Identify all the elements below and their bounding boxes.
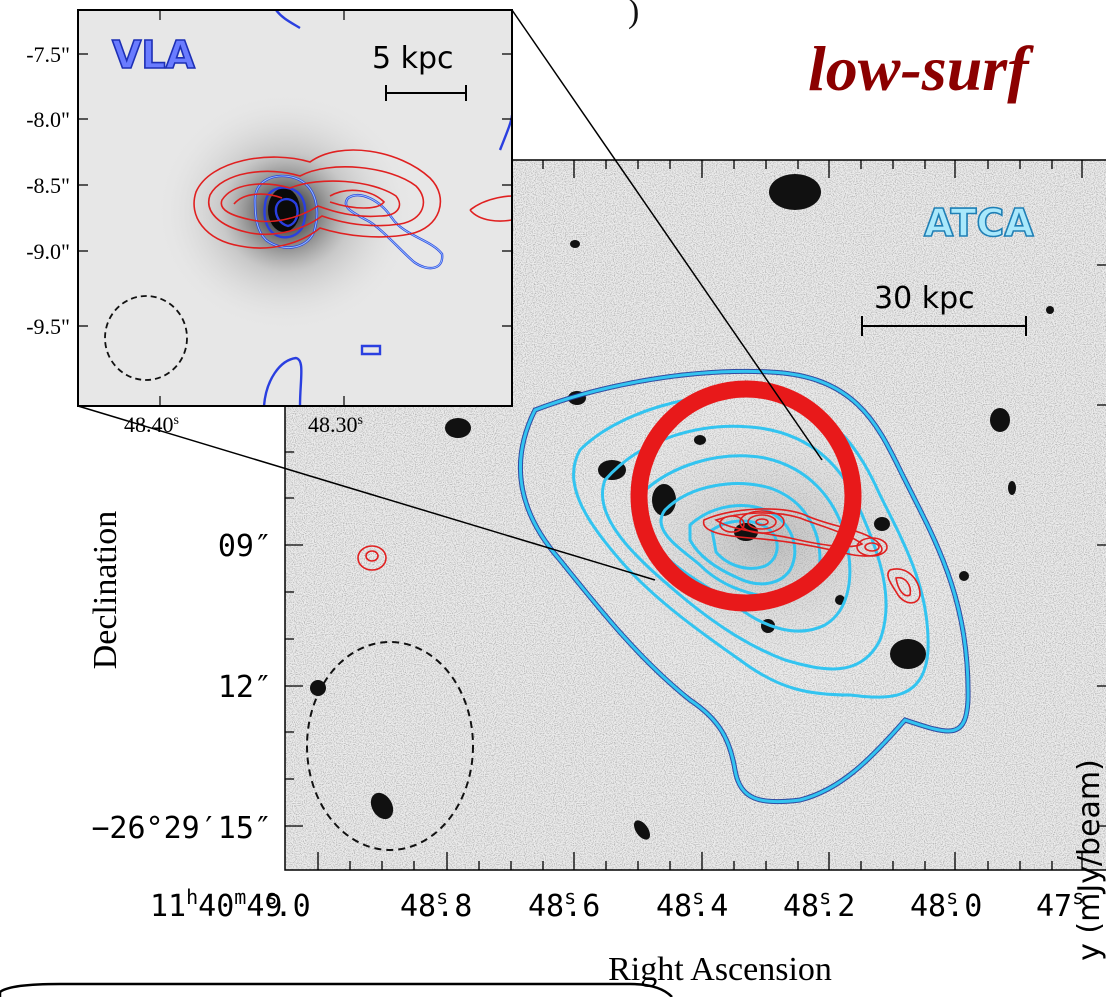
source-blob [652,484,676,516]
vla-beam-ellipse [104,295,188,381]
inset-dec-tick-labels: -7.5" -8.0" -8.5" -9.0" -9.5" [26,42,70,339]
inset-red-contours [193,149,512,249]
inset-dec-tick-label: -9.5" [26,314,70,339]
main-panel-frame [284,159,1106,871]
ra-tick-label: 47s [1036,885,1084,924]
ra-tick-label: 48s.8 [400,885,472,924]
inset-ra-tick-labels: 48.40s 48.30s [124,412,363,437]
main-scale-bar: 30 kpc [861,281,1027,336]
inset-scale-bar-label: 5 kpc [372,41,454,76]
inset-panel: VLA 5 kpc -7.5" -8.0" -8.5" -9.0" -9.5" … [26,9,513,437]
dec-tick-label-12: 12″ [218,670,272,705]
source-blob [634,820,650,840]
atca-contour-7 [710,519,779,570]
x-axis-label: Right Ascension [608,951,832,988]
zoom-connector-lines [77,9,823,581]
ra-tick-label-first: 11h40m49s.0 [150,885,311,924]
dec-tick-labels: 09″ 12″ −26°29′15″ [91,529,272,846]
source-blob [835,595,845,605]
source-blob [1046,306,1054,314]
ra-tick-label: 48s.0 [910,885,982,924]
source-blob [890,639,926,669]
main-red-contours [357,508,921,604]
inset-dec-tick-label: -9.0" [26,239,70,264]
source-blob [874,517,890,531]
vla-label: VLA [112,33,196,77]
ra-tick-label: 48s.6 [528,885,600,924]
ra-tick-label: 48s.4 [656,885,728,924]
source-blob [959,571,969,581]
inset-frame [77,9,513,407]
source-blob [694,435,706,445]
inset-ra-tick-label: 48.30s [308,412,363,437]
dec-tick-label-15: −26°29′15″ [91,811,272,846]
inset-scale-bar: 5 kpc [372,41,467,101]
bottom-callout-edge [0,982,673,997]
source-blob [370,792,394,820]
headline-text: low-surf [808,33,1034,104]
top-fragment: ) [628,0,639,30]
atca-contour-3 [601,424,888,671]
inset-dec-tick-label: -8.5" [26,173,70,198]
atca-beam-ellipse [306,641,474,851]
source-blob [445,418,471,438]
colorbar-label: y (mJy/beam) [1072,759,1106,961]
ra-tick-label: 48s.2 [783,885,855,924]
source-blob [570,240,580,248]
atca-label: ATCA [924,201,1034,245]
inset-ticks [78,10,512,406]
source-blob [769,174,821,210]
inset-dec-tick-label: -7.5" [26,42,70,67]
inset-ra-tick-label: 48.40s [124,412,179,437]
atca-contour-1 [518,369,970,804]
main-scale-bar-label: 30 kpc [874,281,975,316]
source-blob [1008,481,1016,495]
dec-tick-label-09: 09″ [218,529,272,564]
source-blob [310,680,326,696]
y-axis-label: Declination [87,511,124,670]
source-blob [990,408,1010,432]
inset-dec-tick-label: -8.0" [26,107,70,132]
atca-contour-6 [688,504,797,586]
ra-tick-labels: 11h40m49s.0 48s.8 48s.6 48s.4 48s.2 48s.… [150,885,1084,924]
highlight-circle [630,380,862,612]
